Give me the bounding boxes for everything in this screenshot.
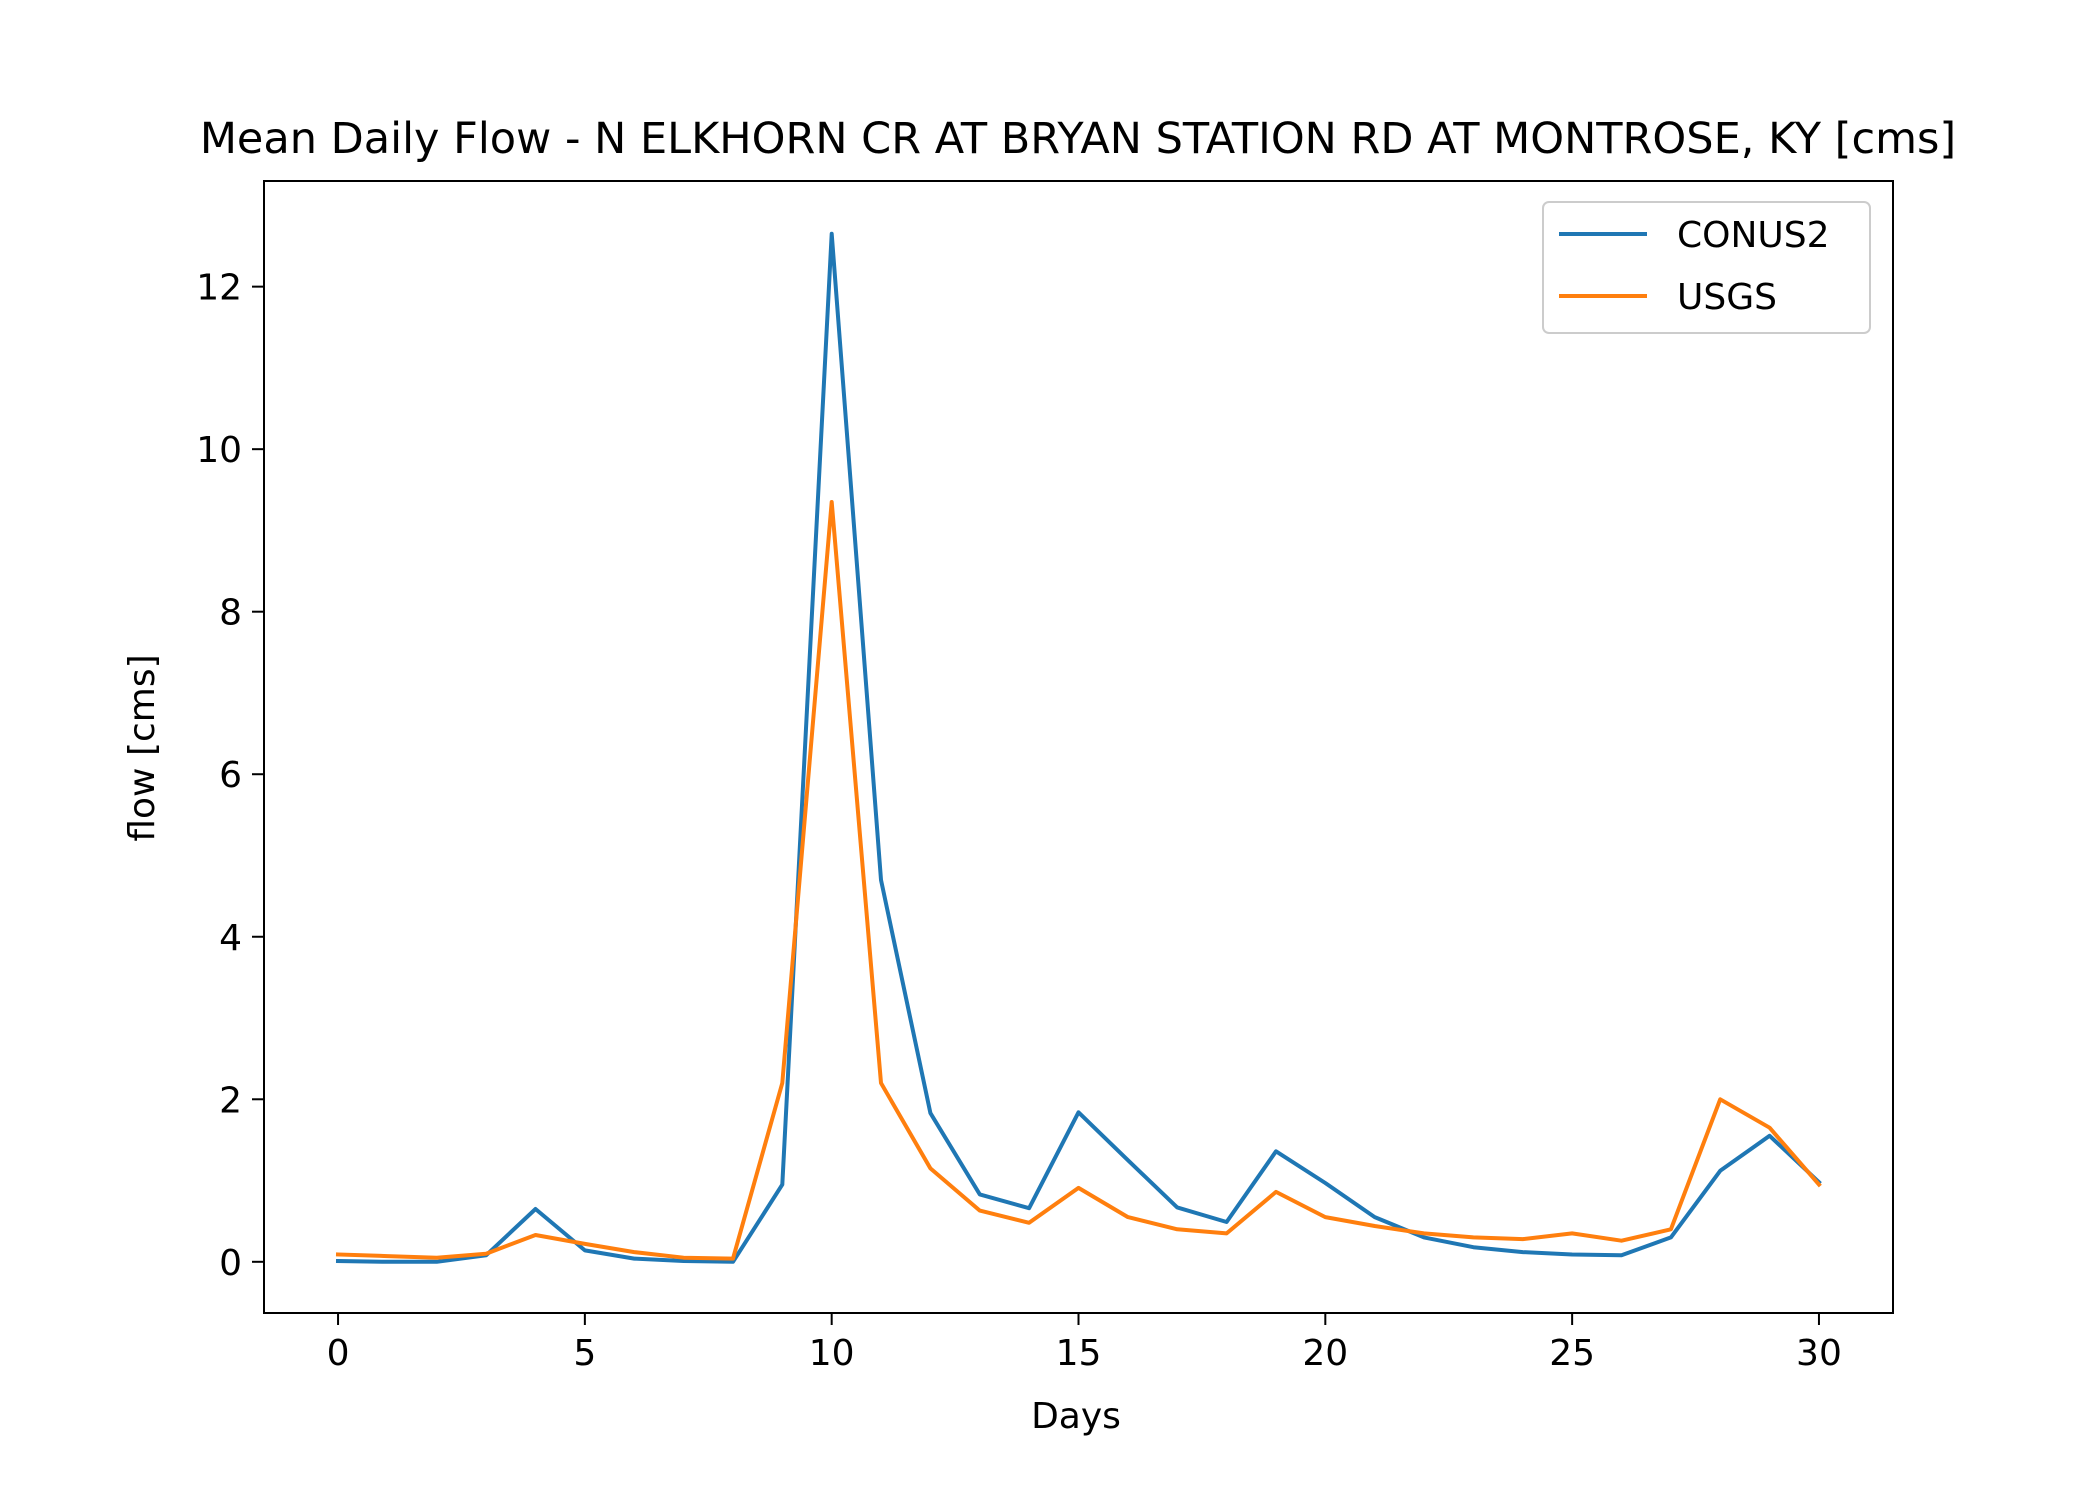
- series-line-usgs: [335, 500, 1822, 1261]
- y-tick-label: 6: [219, 755, 242, 796]
- chart-title: Mean Daily Flow - N ELKHORN CR AT BRYAN …: [200, 114, 1956, 164]
- y-tick-label: 8: [219, 593, 242, 634]
- y-tick-label: 0: [219, 1243, 242, 1284]
- y-axis-label: flow [cms]: [122, 654, 163, 841]
- y-tick-label: 4: [219, 918, 242, 959]
- x-tick-label: 20: [1302, 1333, 1348, 1374]
- x-tick-label: 10: [809, 1333, 855, 1374]
- x-tick-label: 25: [1549, 1333, 1595, 1374]
- y-tick-label: 12: [196, 268, 242, 309]
- legend-label-conus2: CONUS2: [1677, 215, 1830, 256]
- x-tick-label: 15: [1056, 1333, 1102, 1374]
- x-axis: 0 5 10 15 20 25 30: [327, 1313, 1842, 1374]
- series-lines: [335, 231, 1822, 1264]
- x-tick-label: 0: [327, 1333, 350, 1374]
- series-line-conus2: [335, 231, 1822, 1264]
- x-tick-label: 30: [1796, 1333, 1842, 1374]
- x-axis-label: Days: [1031, 1396, 1121, 1437]
- y-tick-label: 2: [219, 1080, 242, 1121]
- x-tick-label: 5: [573, 1333, 596, 1374]
- y-tick-label: 10: [196, 430, 242, 471]
- legend: CONUS2 USGS: [1542, 201, 1871, 334]
- y-axis: 0 2 4 6 8 10 12: [196, 268, 264, 1284]
- legend-label-usgs: USGS: [1677, 277, 1777, 318]
